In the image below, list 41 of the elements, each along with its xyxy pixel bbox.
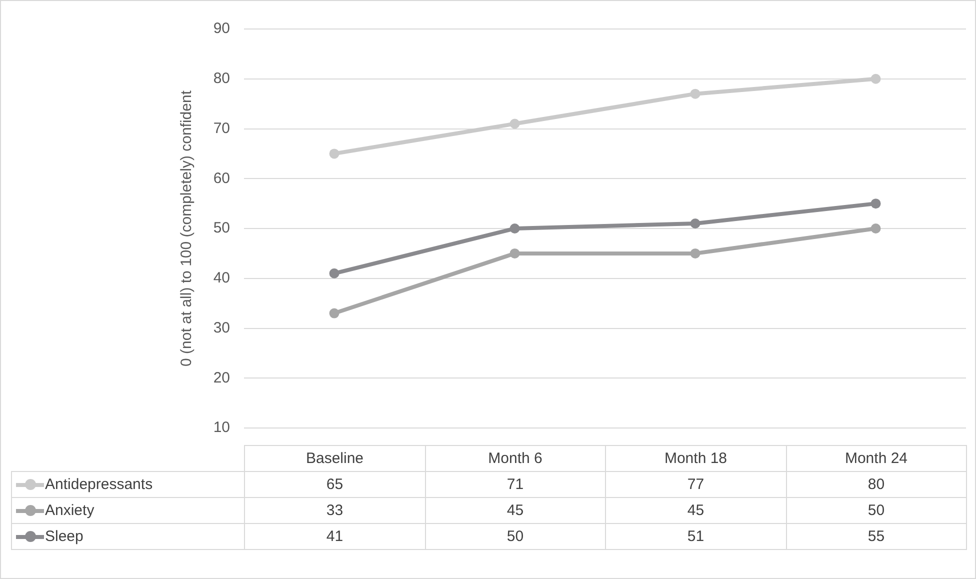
point — [690, 248, 700, 258]
x-tick-label: Month 18 — [606, 446, 786, 472]
data-label: 50 — [425, 524, 606, 550]
data-label: 77 — [606, 472, 786, 498]
point — [329, 268, 340, 278]
point — [870, 74, 881, 84]
point — [690, 218, 700, 229]
data-label: 50 — [786, 498, 966, 524]
y-tick-label: 50 — [213, 220, 230, 237]
y-tick-label: 90 — [213, 20, 230, 38]
data-label: 33 — [244, 498, 425, 524]
data-label: 55 — [786, 524, 966, 550]
y-tick-label: 80 — [213, 70, 230, 88]
point — [690, 88, 700, 99]
x-tick-label: Baseline — [244, 446, 425, 472]
point — [870, 224, 881, 234]
data-label: 80 — [786, 472, 966, 498]
y-tick-label: 70 — [213, 120, 230, 137]
point — [510, 224, 520, 234]
y-tick-label: 60 — [213, 170, 230, 187]
y-tick-label: 30 — [213, 319, 230, 336]
point — [870, 198, 881, 209]
data-label: 45 — [425, 498, 606, 524]
y-tick-label: 10 — [213, 419, 230, 436]
legend-label: Anxiety — [45, 502, 94, 519]
legend-label: Sleep — [45, 528, 84, 545]
data-label: 45 — [606, 498, 786, 524]
y-tick-label: 40 — [213, 270, 230, 287]
y-axis-title: 0 (not at all) to 100 (completely) confident — [178, 90, 196, 366]
point — [510, 248, 520, 258]
x-tick-label: Month 24 — [786, 446, 966, 472]
x-tick-label: Month 6 — [425, 446, 606, 472]
data-label: 51 — [606, 524, 786, 550]
point — [510, 118, 520, 129]
data-label: 41 — [244, 524, 425, 550]
y-tick-label: 20 — [213, 369, 230, 386]
point — [329, 148, 340, 159]
legend-label: Antidepressants — [45, 476, 153, 493]
data-label: 71 — [425, 472, 606, 498]
point — [329, 308, 340, 318]
data-label: 65 — [244, 472, 425, 498]
